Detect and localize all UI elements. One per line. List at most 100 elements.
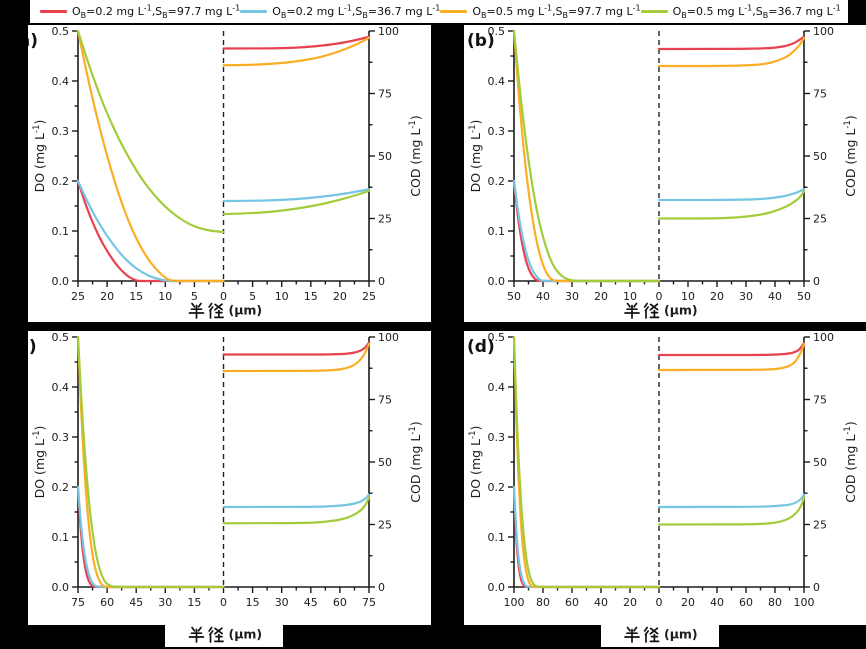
cod-curve-red <box>657 35 806 51</box>
tick-labels: 0.0 0.1 0.2 0.3 0.4 0.5 0 25 50 75 100 75 60 45 30 15 0 1… <box>52 331 400 609</box>
hanzi-glyph <box>208 626 224 643</box>
tick-label: 0.1 <box>52 531 70 544</box>
subplot-b: (b) 0.0 0.1 0.2 0.3 0.4 0.5 0 25 50 75 100 50 40 30 20… <box>464 25 866 322</box>
tick-label: 20 <box>594 290 608 303</box>
tick-label: 60 <box>100 596 114 609</box>
tick-label: 20 <box>623 596 637 609</box>
hanzi-glyph <box>188 626 205 643</box>
tick-label: 75 <box>378 88 392 101</box>
tick-label: 20 <box>710 290 724 303</box>
tick-label: 30 <box>158 596 172 609</box>
tick-label: 0.4 <box>52 381 70 394</box>
tick-label: 50 <box>378 456 392 469</box>
tick-label: 0.5 <box>52 331 70 344</box>
tick-label: 30 <box>565 290 579 303</box>
tick-label: 0.3 <box>488 431 506 444</box>
x-axis-unit: (μm) <box>664 627 698 642</box>
hanzi-glyph <box>643 302 660 319</box>
tick-label: 0 <box>220 596 227 609</box>
y-right-axis-label: COD (mg L-1) <box>843 115 858 196</box>
tick-label: 100 <box>378 331 399 344</box>
tick-label: 10 <box>158 290 172 303</box>
cod-curve-green <box>657 495 806 526</box>
tick-label: 80 <box>536 596 550 609</box>
hanzi-glyph <box>624 626 640 643</box>
tick-label: 60 <box>333 596 347 609</box>
subplot-d: (d) 0.0 0.1 0.2 0.3 0.4 0.5 0 25 50 75 100 100 80 60 4… <box>464 331 866 647</box>
cod-curve-red <box>222 341 371 356</box>
tick-label: 40 <box>710 596 724 609</box>
tick-label: 25 <box>378 519 392 532</box>
x-axis-unit: (μm) <box>664 303 698 318</box>
tick-label: 25 <box>813 519 827 532</box>
tick-label: 0.5 <box>488 331 506 344</box>
tick-label: 25 <box>71 290 85 303</box>
tick-label: 0.0 <box>52 581 70 594</box>
tick-label: 0.3 <box>52 125 70 138</box>
tick-label: 0 <box>813 581 820 594</box>
tick-label: 100 <box>378 25 399 38</box>
tick-label: 15 <box>246 596 260 609</box>
tick-label: 40 <box>768 290 782 303</box>
legend-label: OB=0.5 mg L-1,SB=36.7 mg L-1 <box>672 3 841 21</box>
tick-label: 0.3 <box>52 431 70 444</box>
tick-labels: 0.0 0.1 0.2 0.3 0.4 0.5 0 25 50 75 100 100 80 60 40 20 0… <box>488 331 835 609</box>
tick-label: 25 <box>362 290 376 303</box>
tick-label: 5 <box>191 290 198 303</box>
tick-label: 25 <box>813 213 827 226</box>
hanzi-glyph <box>643 626 660 643</box>
tick-label: 10 <box>623 290 637 303</box>
tick-label: 30 <box>739 290 753 303</box>
tick-label: 0.4 <box>488 381 506 394</box>
cod-curve-blue <box>657 188 806 202</box>
tick-label: 50 <box>797 290 811 303</box>
tick-label: 0 <box>378 581 385 594</box>
tick-label: 0.5 <box>488 25 506 38</box>
hanzi-glyph <box>624 302 640 319</box>
do-curve-orange <box>512 29 661 283</box>
y-left-axis-label: DO (mg L-1) <box>32 426 47 499</box>
tick-label: 0.4 <box>52 75 70 88</box>
do-curve-green <box>512 29 661 283</box>
tick-label: 5 <box>249 290 256 303</box>
legend-line-swatch <box>640 10 668 13</box>
legend-item-3: OB=0.5 mg L-1,SB=36.7 mg L-1 <box>640 3 841 21</box>
tick-label: 45 <box>129 596 143 609</box>
tick-label: 75 <box>813 394 827 407</box>
tick-label: 0.2 <box>488 175 506 188</box>
tick-label: 0.1 <box>488 225 506 238</box>
do-curve-orange <box>76 29 225 283</box>
tick-label: 25 <box>378 213 392 226</box>
tick-label: 20 <box>681 596 695 609</box>
panel-c-label: (c) <box>28 337 37 357</box>
cod-curve-orange <box>222 36 371 67</box>
legend-item-0: OB=0.2 mg L-1,SB=97.7 mg L-1 <box>40 4 240 20</box>
cod-curve-orange <box>657 342 806 372</box>
tick-label: 15 <box>187 596 201 609</box>
tick-label: 50 <box>378 150 392 163</box>
do-curve-orange <box>76 335 225 589</box>
tick-label: 20 <box>100 290 114 303</box>
subplot-a: (a) 0.00.10.20.30.40.5025507510025201510… <box>28 25 431 322</box>
x-axis-label: (μm) <box>624 302 698 319</box>
do-curve-orange <box>512 335 661 589</box>
y-right-axis-label: COD (mg L-1) <box>408 115 423 196</box>
tick-label: 0.2 <box>488 481 506 494</box>
do-curve-green <box>76 29 225 234</box>
x-axis-label: (μm) <box>188 303 262 319</box>
tick-label: 40 <box>536 290 550 303</box>
cod-curve-blue <box>657 493 806 509</box>
tick-marks <box>508 336 810 593</box>
tick-label: 0 <box>378 275 385 288</box>
do-curve-red <box>76 179 225 283</box>
panel-background <box>28 25 431 322</box>
x-axis-unit: (μm) <box>229 627 263 642</box>
cod-curve-red <box>657 341 806 357</box>
legend-label: OB=0.5 mg L-1,SB=97.7 mg L-1 <box>472 3 641 21</box>
y-left-axis-label: DO (mg L-1) <box>468 426 483 499</box>
cod-curve-green <box>222 495 371 525</box>
tick-label: 30 <box>275 596 289 609</box>
tick-label: 100 <box>794 596 815 609</box>
